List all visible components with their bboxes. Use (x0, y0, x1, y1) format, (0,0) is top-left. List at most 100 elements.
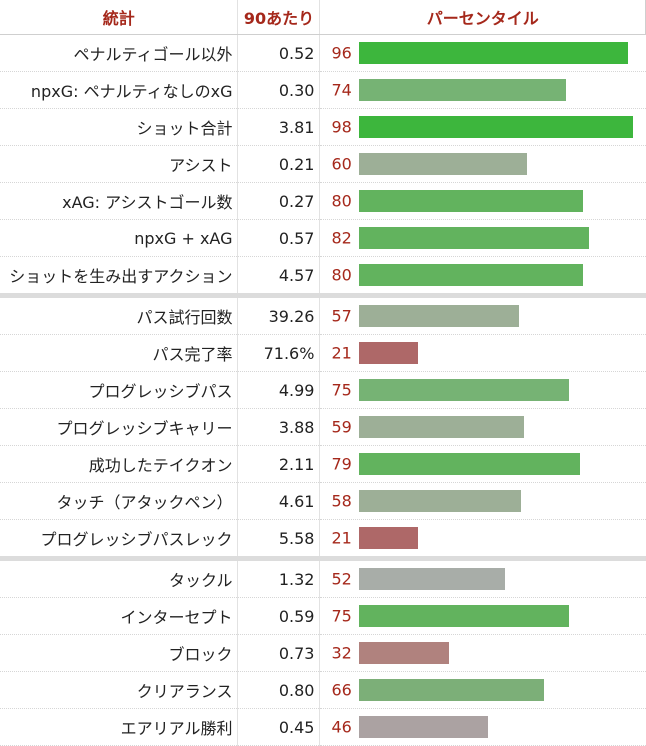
per90-value: 0.21 (237, 145, 321, 183)
percentile-bar (359, 42, 629, 64)
percentile-cell: 52 (319, 556, 646, 598)
percentile-bar (359, 227, 590, 249)
table-row: タックル 1.32 52 (0, 556, 646, 598)
percentile-cell: 74 (319, 71, 646, 109)
table-row: ブロック 0.73 32 (0, 634, 646, 672)
stat-label: xAG: アシストゴール数 (0, 182, 239, 220)
header-row: 統計 90あたり パーセンタイル (0, 0, 646, 35)
stat-label: ペナルティゴール以外 (0, 34, 239, 72)
per90-value: 0.80 (237, 671, 321, 709)
table-row: プログレッシブパス 4.99 75 (0, 371, 646, 409)
percentile-value: 58 (331, 491, 352, 511)
per90-value: 0.27 (237, 182, 321, 220)
per90-value: 71.6% (237, 334, 321, 372)
percentile-cell: 80 (319, 256, 646, 296)
table-row: npxG + xAG 0.57 82 (0, 219, 646, 257)
per90-value: 1.32 (237, 556, 321, 598)
per90-value: 0.52 (237, 34, 321, 72)
table-row: パス完了率 71.6% 21 (0, 334, 646, 372)
percentile-cell: 75 (319, 371, 646, 409)
percentile-bar (359, 342, 419, 364)
table-row: ペナルティゴール以外 0.52 96 (0, 34, 646, 72)
table-row: xAG: アシストゴール数 0.27 80 (0, 182, 646, 220)
percentile-cell: 59 (319, 408, 646, 446)
percentile-bar (359, 527, 419, 549)
percentile-bar (359, 605, 570, 627)
percentile-value: 80 (331, 265, 352, 285)
percentile-value: 79 (331, 454, 352, 474)
per90-value: 4.61 (237, 482, 321, 520)
percentile-cell: 98 (319, 108, 646, 146)
percentile-bar (359, 190, 584, 212)
percentile-bar (359, 679, 545, 701)
stat-label: プログレッシブキャリー (0, 408, 239, 446)
percentile-value: 32 (331, 643, 352, 663)
percentile-cell: 21 (319, 519, 646, 559)
per90-value: 39.26 (237, 293, 321, 335)
per90-value: 4.57 (237, 256, 321, 296)
per90-value: 0.73 (237, 634, 321, 672)
percentile-value: 21 (331, 528, 352, 548)
percentile-bar (359, 568, 506, 590)
stat-label: クリアランス (0, 671, 239, 709)
percentile-value: 74 (331, 80, 352, 100)
stat-label: アシスト (0, 145, 239, 183)
percentile-cell: 80 (319, 182, 646, 220)
table-row: エアリアル勝利 0.45 46 (0, 708, 646, 746)
percentile-bar (359, 116, 634, 138)
percentile-bar (359, 490, 522, 512)
stat-label: npxG + xAG (0, 219, 239, 257)
stat-label: タッチ（アタックペン） (0, 482, 239, 520)
table-row: ショットを生み出すアクション 4.57 80 (0, 256, 646, 296)
per90-value: 3.88 (237, 408, 321, 446)
header-per90[interactable]: 90あたり (237, 0, 321, 35)
per90-value: 0.30 (237, 71, 321, 109)
percentile-cell: 58 (319, 482, 646, 520)
percentile-bar (359, 264, 584, 286)
percentile-cell: 79 (319, 445, 646, 483)
percentile-cell: 96 (319, 34, 646, 72)
percentile-bar (359, 642, 450, 664)
percentile-bar (359, 716, 489, 738)
percentile-value: 66 (331, 680, 352, 700)
table-row: プログレッシブキャリー 3.88 59 (0, 408, 646, 446)
percentile-cell: 75 (319, 597, 646, 635)
stat-label: ショット合計 (0, 108, 239, 146)
stat-label: npxG: ペナルティなしのxG (0, 71, 239, 109)
percentile-value: 60 (331, 154, 352, 174)
table-row: 成功したテイクオン 2.11 79 (0, 445, 646, 483)
header-stat[interactable]: 統計 (0, 0, 239, 35)
percentile-value: 75 (331, 606, 352, 626)
per90-value: 3.81 (237, 108, 321, 146)
per90-value: 0.57 (237, 219, 321, 257)
percentile-bar (359, 305, 520, 327)
table-row: ショット合計 3.81 98 (0, 108, 646, 146)
per90-value: 5.58 (237, 519, 321, 559)
table-body: ペナルティゴール以外 0.52 96 npxG: ペナルティなしのxG 0.30 74 ショ… (0, 34, 646, 746)
percentile-value: 21 (331, 343, 352, 363)
stat-label: プログレッシブパス (0, 371, 239, 409)
table-row: アシスト 0.21 60 (0, 145, 646, 183)
table-row: インターセプト 0.59 75 (0, 597, 646, 635)
percentile-bar (359, 416, 525, 438)
percentile-value: 96 (331, 43, 352, 63)
stat-label: インターセプト (0, 597, 239, 635)
stat-label: パス完了率 (0, 334, 239, 372)
percentile-cell: 82 (319, 219, 646, 257)
per90-value: 4.99 (237, 371, 321, 409)
table-row: パス試行回数 39.26 57 (0, 293, 646, 335)
stat-label: プログレッシブパスレック (0, 519, 239, 559)
table-row: npxG: ペナルティなしのxG 0.30 74 (0, 71, 646, 109)
header-percentile[interactable]: パーセンタイル (319, 0, 646, 35)
per90-value: 2.11 (237, 445, 321, 483)
table-row: クリアランス 0.80 66 (0, 671, 646, 709)
percentile-value: 59 (331, 417, 352, 437)
percentile-value: 98 (331, 117, 352, 137)
stat-label: ショットを生み出すアクション (0, 256, 239, 296)
table-row: タッチ（アタックペン） 4.61 58 (0, 482, 646, 520)
percentile-value: 82 (331, 228, 352, 248)
percentile-value: 46 (331, 717, 352, 737)
percentile-value: 52 (331, 569, 352, 589)
stat-label: エアリアル勝利 (0, 708, 239, 746)
